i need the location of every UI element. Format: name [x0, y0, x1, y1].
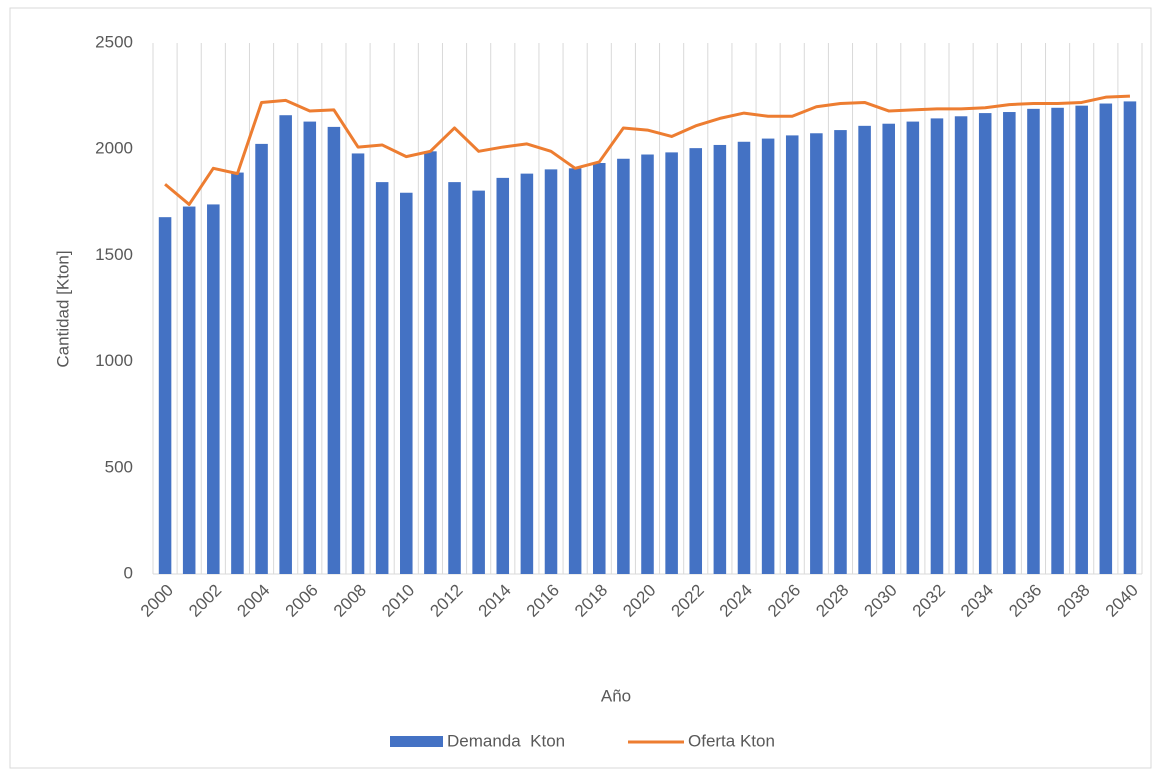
bar — [255, 143, 268, 574]
bar — [207, 204, 220, 574]
bar — [689, 148, 703, 574]
bar — [882, 123, 895, 574]
line — [164, 94, 1131, 206]
bar — [930, 118, 944, 574]
bar — [1123, 101, 1137, 574]
bar — [1003, 112, 1016, 574]
bar — [737, 141, 751, 575]
y-tick-label: 1500 — [95, 245, 133, 264]
legend-label: Oferta Kton — [688, 731, 775, 750]
y-tick-label: 2500 — [95, 32, 133, 51]
y-tick-label: 0 — [124, 563, 133, 582]
bar — [978, 113, 992, 574]
bar — [496, 177, 510, 574]
bar — [520, 173, 534, 574]
bar — [568, 168, 582, 575]
bar — [158, 217, 172, 574]
bar — [1027, 108, 1040, 575]
bar — [954, 116, 968, 574]
bar — [375, 182, 389, 574]
bar — [641, 154, 654, 574]
bar — [400, 192, 413, 574]
y-tick-label: 1000 — [95, 351, 133, 370]
bar — [906, 121, 920, 574]
bar — [351, 153, 365, 574]
bar — [1051, 107, 1064, 575]
bar — [544, 169, 558, 575]
bar — [810, 133, 823, 574]
bar — [327, 126, 341, 574]
x-axis-title: Año — [601, 686, 631, 705]
bar — [834, 130, 847, 575]
bar — [713, 144, 727, 574]
bar — [858, 125, 871, 574]
y-axis-title: Cantidad [Kton] — [53, 250, 72, 367]
bar — [303, 121, 317, 574]
legend-swatch — [390, 736, 443, 747]
bar — [761, 138, 775, 574]
bar — [472, 190, 485, 575]
y-tick-label: 500 — [105, 457, 133, 476]
bar — [231, 172, 244, 574]
bar — [1099, 103, 1113, 574]
bar — [424, 151, 437, 574]
bar — [785, 135, 799, 575]
bar — [1075, 105, 1088, 575]
bar — [592, 163, 606, 575]
bar — [279, 115, 292, 574]
bar — [448, 182, 461, 574]
bar — [617, 158, 630, 574]
legend-label: Demanda Kton — [447, 731, 565, 750]
y-tick-label: 2000 — [95, 139, 133, 158]
bar — [182, 206, 196, 574]
bar — [665, 152, 678, 575]
